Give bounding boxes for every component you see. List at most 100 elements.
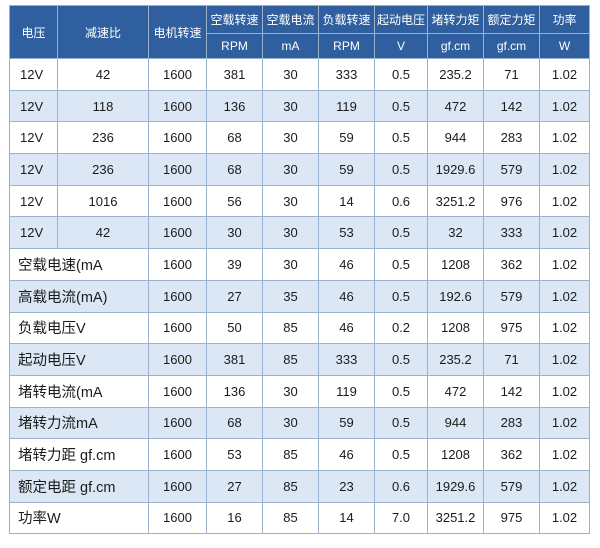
table-cell: 1.02 [539, 58, 590, 91]
table-cell: 1600 [148, 121, 207, 155]
table-cell: 1208 [427, 248, 484, 281]
table-cell: 0.5 [374, 216, 428, 250]
table-cell: 381 [206, 58, 263, 91]
table-cell: 1.02 [539, 501, 590, 535]
table-cell: 30 [262, 248, 319, 281]
unit-cell: gf.cm [427, 33, 484, 59]
table-cell: 0.5 [374, 153, 428, 186]
table-row: 12V 236 1600 68 30 59 0.5 1929.6 579 1.02 [9, 153, 590, 186]
table-cell: 119 [318, 89, 375, 123]
table-cell: 46 [318, 248, 375, 281]
table-cell: 27 [206, 469, 263, 503]
table-cell: 236 [57, 121, 149, 155]
spec-table-container: 电压 减速比 电机转速 空载转速 空载电流 负载转速 起动电压 堵转力矩 额定力… [9, 5, 590, 535]
table-row: 12V 42 1600 381 30 333 0.5 235.2 71 1.02 [9, 58, 590, 91]
table-cell: 579 [483, 469, 540, 503]
table-cell: 472 [427, 89, 484, 123]
table-cell: 起动电压V [9, 343, 149, 376]
header-cell: 额定力矩 [483, 5, 540, 34]
table-cell: 12V [9, 89, 58, 123]
table-row: 空载电速(mA 1600 39 30 46 0.5 1208 362 1.02 [9, 248, 590, 281]
table-cell: 1.02 [539, 153, 590, 186]
table-cell: 12V [9, 58, 58, 91]
table-cell: 1.02 [539, 279, 590, 313]
table-cell: 50 [206, 311, 263, 345]
table-cell: 1600 [148, 438, 207, 471]
motor-spec-table: 电压 减速比 电机转速 空载转速 空载电流 负载转速 起动电压 堵转力矩 额定力… [9, 5, 590, 535]
unit-cell: gf.cm [483, 33, 540, 59]
table-cell: 53 [318, 216, 375, 250]
table-cell: 1600 [148, 406, 207, 440]
table-body: 12V 42 1600 381 30 333 0.5 235.2 71 1.02 12V 118 160… [9, 58, 590, 535]
table-cell: 12V [9, 153, 58, 186]
header-row: 电压 减速比 电机转速 空载转速 空载电流 负载转速 起动电压 堵转力矩 额定力… [9, 5, 590, 59]
table-cell: 68 [206, 121, 263, 155]
table-cell: 1600 [148, 469, 207, 503]
table-cell: 堵转力流mA [9, 406, 149, 440]
table-cell: 7.0 [374, 501, 428, 535]
table-cell: 12V [9, 184, 58, 218]
table-cell: 381 [206, 343, 263, 376]
table-cell: 944 [427, 406, 484, 440]
table-cell: 1.02 [539, 216, 590, 250]
table-cell: 1929.6 [427, 469, 484, 503]
header-cell: 堵转力矩 [427, 5, 484, 34]
table-cell: 30 [262, 374, 319, 408]
table-row: 负载电压V 1600 50 85 46 0.2 1208 975 1.02 [9, 311, 590, 345]
table-cell: 46 [318, 279, 375, 313]
table-cell: 堵转力距 gf.cm [9, 438, 149, 471]
table-cell: 0.5 [374, 374, 428, 408]
table-cell: 0.5 [374, 438, 428, 471]
table-cell: 136 [206, 89, 263, 123]
table-cell: 1.02 [539, 89, 590, 123]
table-cell: 68 [206, 153, 263, 186]
table-cell: 333 [318, 343, 375, 376]
unit-cell: V [374, 33, 428, 59]
table-cell: 1.02 [539, 469, 590, 503]
table-cell: 0.5 [374, 121, 428, 155]
header-units-row: RPM mA RPM V gf.cm gf.cm W [10, 33, 590, 59]
table-cell: 975 [483, 311, 540, 345]
table-cell: 1.02 [539, 438, 590, 471]
table-cell: 1.02 [539, 184, 590, 218]
header-cell: 电机转速 [148, 5, 207, 59]
table-cell: 0.5 [374, 343, 428, 376]
table-cell: 30 [262, 216, 319, 250]
table-cell: 1600 [148, 248, 207, 281]
table-cell: 59 [318, 153, 375, 186]
table-cell: 27 [206, 279, 263, 313]
header-cell: 功率 [539, 5, 590, 34]
table-cell: 30 [262, 89, 319, 123]
table-cell: 283 [483, 121, 540, 155]
table-cell: 85 [262, 311, 319, 345]
table-cell: 1600 [148, 153, 207, 186]
table-cell: 1600 [148, 343, 207, 376]
table-cell: 1.02 [539, 311, 590, 345]
table-cell: 堵转电流(mA [9, 374, 149, 408]
table-cell: 1600 [148, 216, 207, 250]
table-cell: 12V [9, 121, 58, 155]
table-cell: 14 [318, 184, 375, 218]
table-cell: 235.2 [427, 343, 484, 376]
unit-cell: mA [262, 33, 319, 59]
table-row: 12V 236 1600 68 30 59 0.5 944 283 1.02 [9, 121, 590, 155]
table-cell: 30 [262, 153, 319, 186]
unit-cell: RPM [318, 33, 375, 59]
table-cell: 136 [206, 374, 263, 408]
table-cell: 333 [483, 216, 540, 250]
table-cell: 119 [318, 374, 375, 408]
table-row: 高载电流(mA) 1600 27 35 46 0.5 192.6 579 1.02 [9, 279, 590, 313]
table-cell: 16 [206, 501, 263, 535]
table-cell: 0.5 [374, 248, 428, 281]
table-cell: 85 [262, 343, 319, 376]
header-cell: 起动电压 [374, 5, 428, 34]
table-cell: 362 [483, 248, 540, 281]
table-cell: 1208 [427, 311, 484, 345]
table-row: 12V 42 1600 30 30 53 0.5 32 333 1.02 [9, 216, 590, 250]
table-cell: 1929.6 [427, 153, 484, 186]
table-cell: 59 [318, 121, 375, 155]
table-cell: 142 [483, 89, 540, 123]
table-cell: 579 [483, 153, 540, 186]
table-cell: 32 [427, 216, 484, 250]
table-cell: 39 [206, 248, 263, 281]
